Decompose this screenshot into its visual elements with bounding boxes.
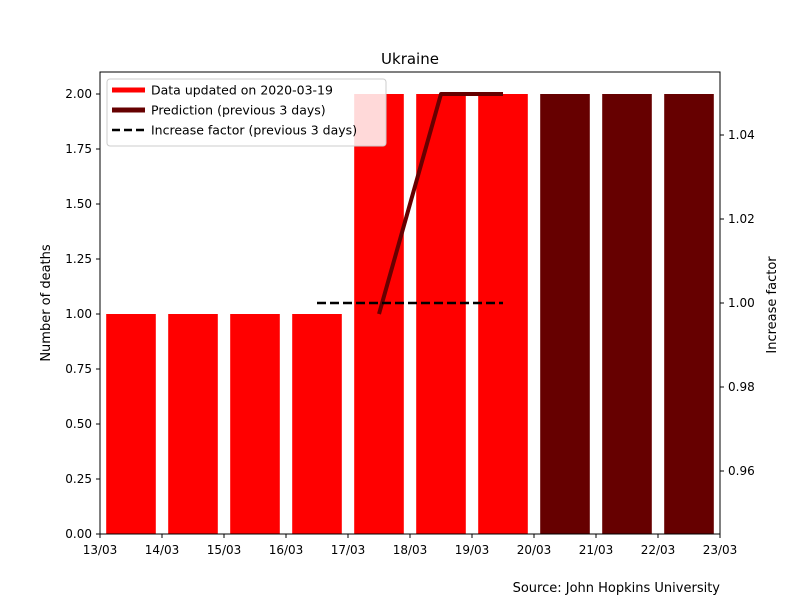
x-tick-label: 20/03 bbox=[517, 543, 552, 557]
y-tick-label: 1.75 bbox=[65, 142, 92, 156]
bar-series-1-2 bbox=[664, 94, 714, 534]
bar-series-0-0 bbox=[106, 314, 156, 534]
legend-label: Data updated on 2020-03-19 bbox=[151, 83, 333, 98]
y-tick-label: 2.00 bbox=[65, 87, 92, 101]
y2-tick-label: 1.00 bbox=[728, 296, 755, 310]
x-tick-label: 14/03 bbox=[145, 543, 180, 557]
x-tick-label: 18/03 bbox=[393, 543, 428, 557]
y-axis-left: 0.00 0.25 0.50 0.75 1.00 1.25 1.50 1.75 2.00 bbox=[65, 87, 100, 541]
y-tick-label: 1.00 bbox=[65, 307, 92, 321]
y-tick-label: 0.75 bbox=[65, 362, 92, 376]
y-tick-label: 0.50 bbox=[65, 417, 92, 431]
legend-label: Prediction (previous 3 days) bbox=[151, 103, 326, 118]
chart-title: Ukraine bbox=[381, 50, 439, 68]
y2-tick-label: 0.96 bbox=[728, 464, 755, 478]
y2-tick-label: 1.02 bbox=[728, 212, 755, 226]
legend: Data updated on 2020-03-19 Prediction (pr… bbox=[106, 78, 387, 147]
y-axis-right: 0.96 0.98 1.00 1.02 1.04 bbox=[720, 128, 755, 478]
x-tick-label: 23/03 bbox=[703, 543, 738, 557]
x-axis: 13/03 14/03 15/03 16/03 17/03 18/03 19/03 20/03… bbox=[83, 534, 738, 557]
bar-series-0-2 bbox=[230, 314, 280, 534]
y-tick-label: 1.50 bbox=[65, 197, 92, 211]
bar-series-0-1 bbox=[168, 314, 218, 534]
x-tick-label: 13/03 bbox=[83, 543, 118, 557]
y2-axis-label: Increase factor bbox=[765, 256, 780, 354]
source-note: Source: John Hopkins University bbox=[513, 581, 721, 596]
bar-series-0-6 bbox=[478, 94, 528, 534]
y-tick-label: 0.00 bbox=[65, 527, 92, 541]
legend-label: Increase factor (previous 3 days) bbox=[151, 123, 357, 138]
y2-tick-label: 0.98 bbox=[728, 380, 755, 394]
x-tick-label: 16/03 bbox=[269, 543, 304, 557]
y-axis-label: Number of deaths bbox=[39, 244, 54, 362]
x-tick-label: 19/03 bbox=[455, 543, 490, 557]
lines-layer bbox=[317, 92, 503, 315]
bar-series-0-5 bbox=[416, 94, 466, 534]
x-tick-label: 17/03 bbox=[331, 543, 366, 557]
y-tick-label: 0.25 bbox=[65, 472, 92, 486]
x-tick-label: 15/03 bbox=[207, 543, 242, 557]
x-tick-label: 21/03 bbox=[579, 543, 614, 557]
y2-tick-label: 1.04 bbox=[728, 128, 755, 142]
x-tick-label: 22/03 bbox=[641, 543, 676, 557]
prediction-line bbox=[377, 92, 503, 315]
y-tick-label: 1.25 bbox=[65, 252, 92, 266]
bar-series-1-0 bbox=[540, 94, 590, 534]
bar-series-0-3 bbox=[292, 314, 342, 534]
bar-series-1-1 bbox=[602, 94, 652, 534]
bars-layer bbox=[106, 94, 714, 534]
legend-box bbox=[106, 78, 387, 147]
